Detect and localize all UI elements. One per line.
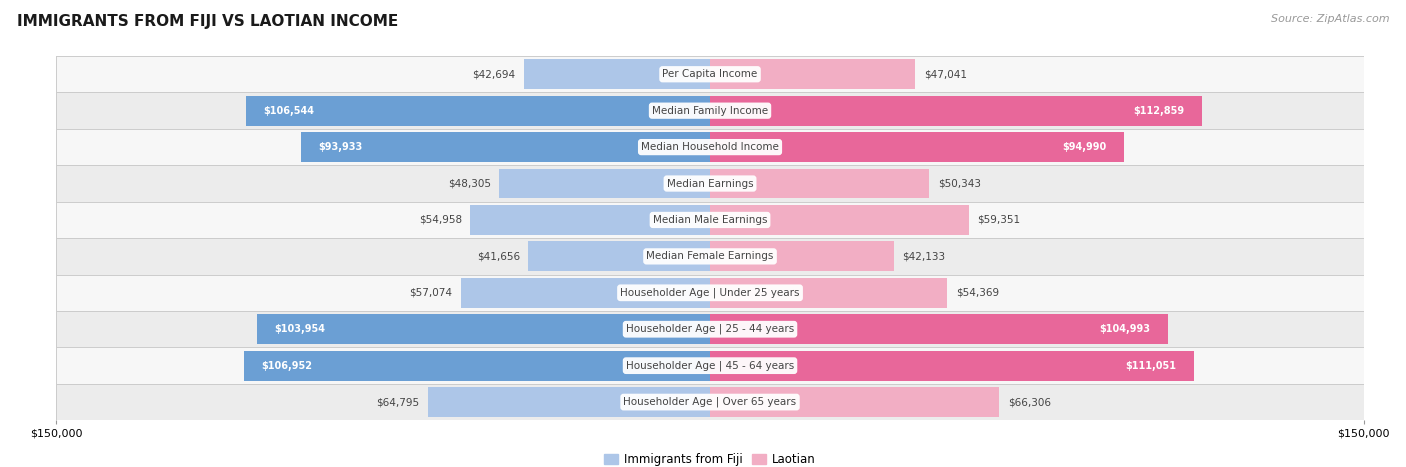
Text: $64,795: $64,795 bbox=[375, 397, 419, 407]
Text: $112,859: $112,859 bbox=[1133, 106, 1184, 116]
Bar bbox=[710, 387, 1000, 417]
Bar bbox=[56, 129, 1364, 165]
Bar bbox=[710, 59, 915, 89]
Bar bbox=[246, 96, 710, 126]
Bar bbox=[710, 241, 894, 271]
Bar bbox=[710, 169, 929, 198]
Bar bbox=[301, 132, 710, 162]
Bar bbox=[461, 278, 710, 308]
Bar bbox=[56, 92, 1364, 129]
Text: $94,990: $94,990 bbox=[1063, 142, 1107, 152]
Bar bbox=[710, 96, 1202, 126]
Bar bbox=[427, 387, 710, 417]
Bar bbox=[710, 314, 1167, 344]
Text: $106,544: $106,544 bbox=[263, 106, 314, 116]
Bar bbox=[56, 384, 1364, 420]
Bar bbox=[529, 241, 710, 271]
Bar bbox=[56, 275, 1364, 311]
Bar bbox=[56, 347, 1364, 384]
Text: Householder Age | 25 - 44 years: Householder Age | 25 - 44 years bbox=[626, 324, 794, 334]
Text: Median Household Income: Median Household Income bbox=[641, 142, 779, 152]
Text: Householder Age | 45 - 64 years: Householder Age | 45 - 64 years bbox=[626, 361, 794, 371]
Text: $42,694: $42,694 bbox=[472, 69, 515, 79]
Text: $42,133: $42,133 bbox=[903, 251, 945, 262]
Text: $66,306: $66,306 bbox=[1008, 397, 1050, 407]
Bar bbox=[710, 205, 969, 235]
Bar bbox=[499, 169, 710, 198]
Text: $54,958: $54,958 bbox=[419, 215, 461, 225]
Bar bbox=[257, 314, 710, 344]
Bar bbox=[710, 132, 1123, 162]
Text: Householder Age | Under 25 years: Householder Age | Under 25 years bbox=[620, 288, 800, 298]
Text: $50,343: $50,343 bbox=[938, 178, 981, 189]
Bar bbox=[56, 56, 1364, 92]
Text: Per Capita Income: Per Capita Income bbox=[662, 69, 758, 79]
Text: $106,952: $106,952 bbox=[262, 361, 312, 371]
Text: $93,933: $93,933 bbox=[318, 142, 363, 152]
Text: Median Male Earnings: Median Male Earnings bbox=[652, 215, 768, 225]
Bar bbox=[471, 205, 710, 235]
Bar bbox=[56, 238, 1364, 275]
Text: Householder Age | Over 65 years: Householder Age | Over 65 years bbox=[623, 397, 797, 407]
Text: $48,305: $48,305 bbox=[447, 178, 491, 189]
Text: Median Family Income: Median Family Income bbox=[652, 106, 768, 116]
Bar bbox=[56, 202, 1364, 238]
Bar bbox=[56, 165, 1364, 202]
Text: Median Earnings: Median Earnings bbox=[666, 178, 754, 189]
Text: $54,369: $54,369 bbox=[956, 288, 998, 298]
Text: $103,954: $103,954 bbox=[274, 324, 325, 334]
Text: IMMIGRANTS FROM FIJI VS LAOTIAN INCOME: IMMIGRANTS FROM FIJI VS LAOTIAN INCOME bbox=[17, 14, 398, 29]
Bar bbox=[710, 278, 948, 308]
Bar bbox=[243, 351, 710, 381]
Text: Source: ZipAtlas.com: Source: ZipAtlas.com bbox=[1271, 14, 1389, 24]
Text: $57,074: $57,074 bbox=[409, 288, 453, 298]
Text: Median Female Earnings: Median Female Earnings bbox=[647, 251, 773, 262]
Legend: Immigrants from Fiji, Laotian: Immigrants from Fiji, Laotian bbox=[599, 448, 821, 467]
Bar bbox=[710, 351, 1194, 381]
Bar bbox=[524, 59, 710, 89]
Bar bbox=[56, 311, 1364, 347]
Text: $111,051: $111,051 bbox=[1126, 361, 1177, 371]
Text: $59,351: $59,351 bbox=[977, 215, 1021, 225]
Text: $104,993: $104,993 bbox=[1099, 324, 1150, 334]
Text: $47,041: $47,041 bbox=[924, 69, 967, 79]
Text: $41,656: $41,656 bbox=[477, 251, 520, 262]
